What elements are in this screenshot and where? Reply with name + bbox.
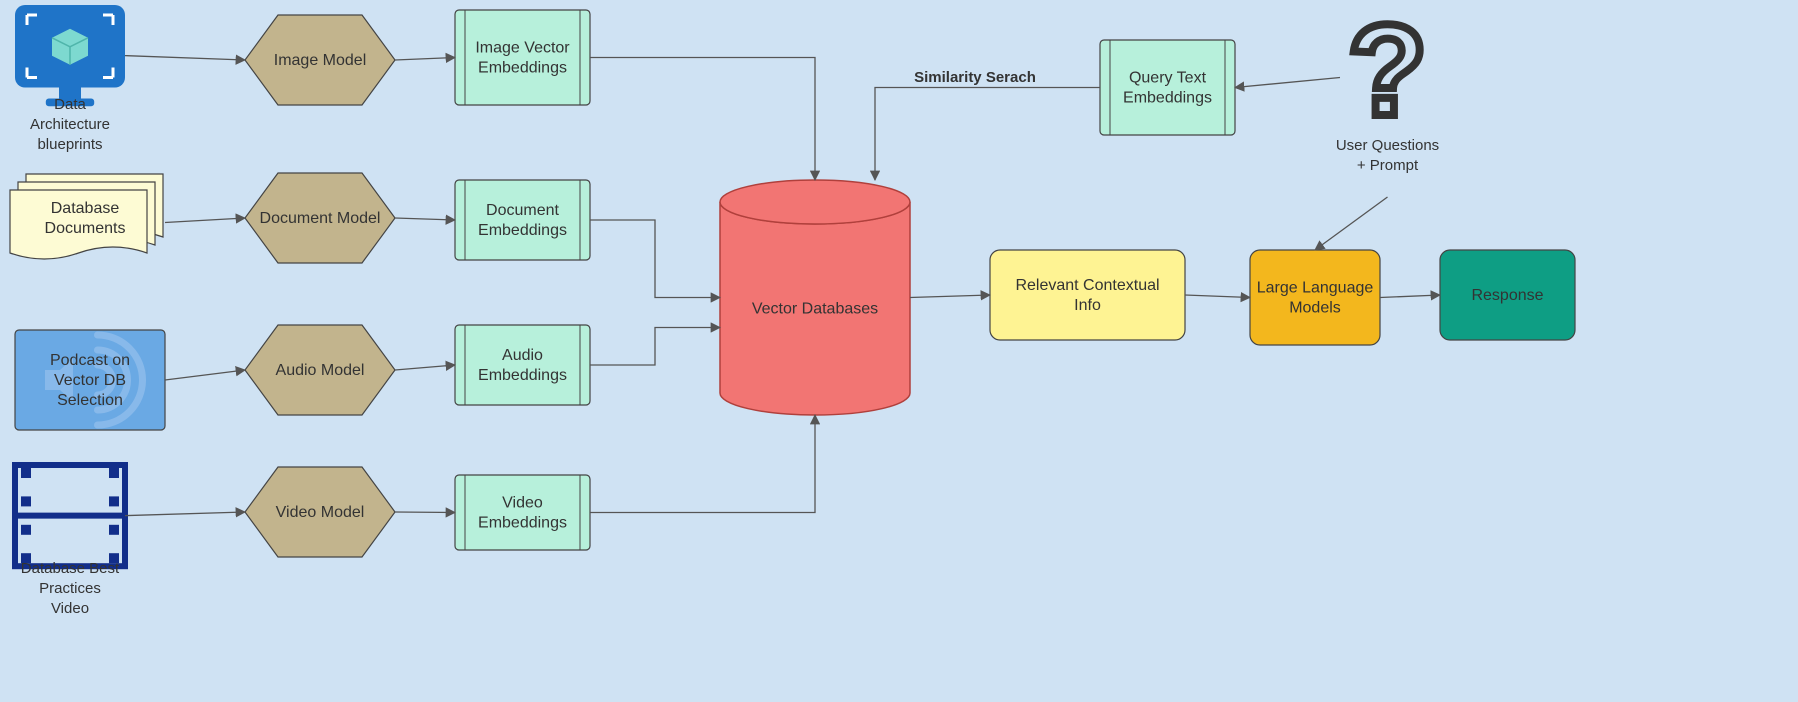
svg-text:Data: Data [54,96,86,113]
edge [125,56,245,60]
box-relevant: Relevant ContextualInfo [990,250,1185,340]
svg-text:?: ? [1348,0,1427,143]
box-response: Response [1440,250,1575,340]
edge [1185,295,1250,298]
svg-text:+ Prompt: + Prompt [1357,157,1419,174]
embedding-e_audio: AudioEmbeddings [455,325,590,405]
box-llm: Large LanguageModels [1250,250,1380,345]
model-hex-m_image: Image Model [245,15,395,105]
model-hex-m_doc: Document Model [245,173,395,263]
image-source-icon: Data Architecture blueprints [15,5,125,153]
svg-text:Architecture: Architecture [30,116,110,133]
svg-text:User Questions: User Questions [1336,137,1439,154]
edge [395,58,455,61]
edge [395,512,455,513]
user-question-icon: ?User Questions + Prompt [1336,0,1439,174]
vector-databases: Vector Databases [720,180,910,415]
edge [395,365,455,370]
edge [1235,78,1340,88]
audio-source: Podcast onVector DBSelection [15,330,165,430]
edge [590,415,815,513]
embedding-e_doc: DocumentEmbeddings [455,180,590,260]
embedding-e_video: VideoEmbeddings [455,475,590,550]
doc-stack: DatabaseDocuments [10,174,163,259]
embedding-e_image: Image VectorEmbeddings [455,10,590,105]
edge [875,88,1100,181]
svg-text:Video: Video [51,600,89,617]
edge [165,218,245,223]
edge [590,58,815,181]
edge [125,512,245,516]
edge [395,218,455,220]
embedding-qembed: Query TextEmbeddings [1100,40,1235,135]
edge [590,328,720,366]
edge [910,295,990,298]
edge [165,370,245,380]
edge-label: Similarity Serach [914,69,1036,86]
edge [1380,295,1440,298]
model-hex-m_video: Video Model [245,467,395,557]
edge [1315,197,1388,250]
svg-text:Practices: Practices [39,580,101,597]
svg-text:Database Best: Database Best [21,560,120,577]
svg-text:blueprints: blueprints [37,136,102,153]
model-hex-m_audio: Audio Model [245,325,395,415]
video-source-icon: Database Best Practices Video [15,465,125,617]
edge [590,220,720,298]
